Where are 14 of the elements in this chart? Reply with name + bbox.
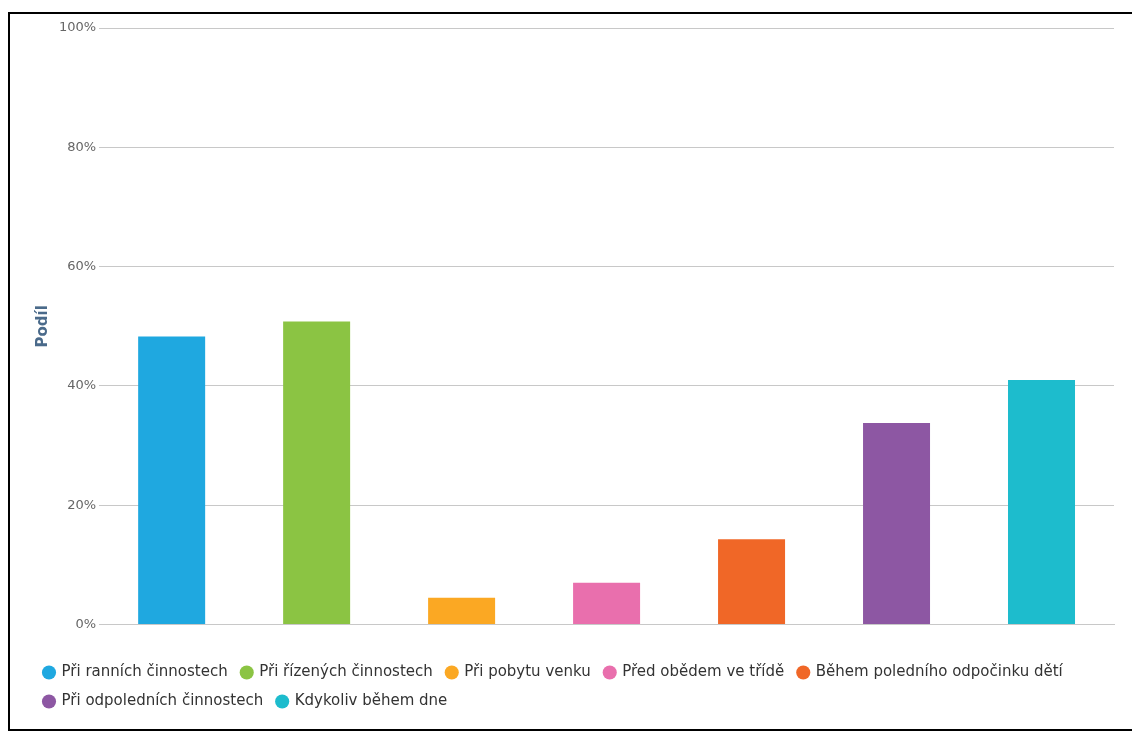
legend-label: Před obědem ve třídě: [622, 662, 785, 681]
y-tick-label: 60%: [67, 258, 97, 274]
y-tick-label: 0%: [75, 615, 97, 631]
y-tick-label: 100%: [58, 19, 97, 35]
legend-label: Při odpoledních činnostech: [61, 691, 264, 710]
legend-label: Při ranních činnostech: [61, 662, 228, 681]
y-tick-label: 20%: [67, 496, 97, 512]
y-tick-label: 40%: [67, 377, 97, 393]
legend-label: Při pobytu venku: [464, 662, 591, 681]
legend-label: Během poledního odpočinku dětí: [815, 662, 1064, 681]
y-tick-label: 80%: [67, 138, 97, 154]
y-axis-title: Podíl: [32, 305, 51, 348]
legend-label: Kdykoliv během dne: [294, 691, 448, 710]
legend-label: Při řízených činnostech: [259, 662, 433, 681]
